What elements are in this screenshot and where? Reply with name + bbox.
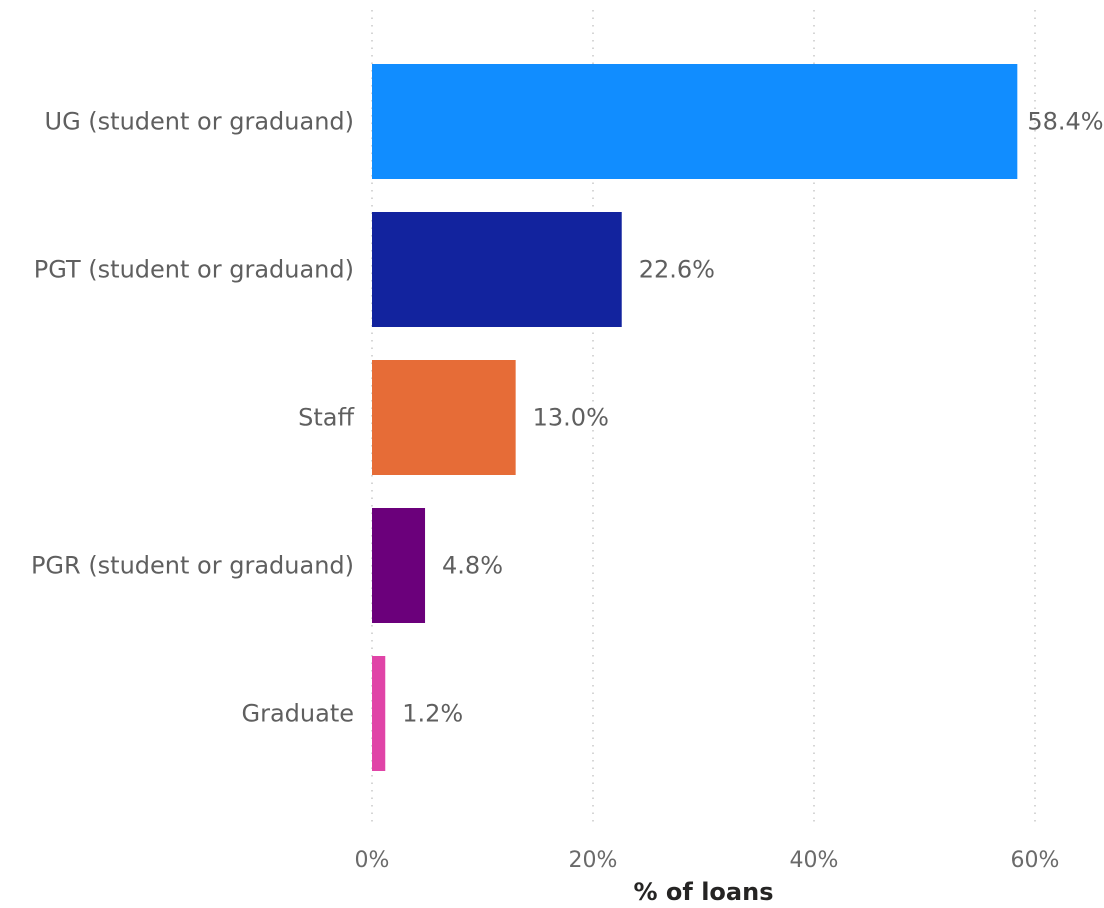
category-label: UG (student or graduand) xyxy=(45,108,354,136)
data-label: 13.0% xyxy=(533,404,609,432)
category-labels: UG (student or graduand) PGT (student or … xyxy=(31,108,355,728)
x-tick-label: 60% xyxy=(1011,848,1060,873)
bar xyxy=(372,656,386,771)
data-label: 1.2% xyxy=(402,700,463,728)
bars xyxy=(372,64,1018,771)
x-tick-label: 40% xyxy=(790,848,839,873)
data-label: 22.6% xyxy=(639,256,715,284)
x-axis-ticks: 0% 20% 40% 60% xyxy=(355,848,1060,873)
data-label: 4.8% xyxy=(442,552,503,580)
category-label: PGR (student or graduand) xyxy=(31,552,354,580)
category-label: Graduate xyxy=(242,700,355,728)
value-labels: 58.4% 22.6% 13.0% 4.8% 1.2% xyxy=(402,108,1103,728)
bar xyxy=(372,212,622,327)
bar xyxy=(372,508,426,623)
x-axis-title: % of loans xyxy=(634,878,774,906)
x-tick-label: 20% xyxy=(569,848,618,873)
category-label: Staff xyxy=(298,404,354,432)
data-label: 58.4% xyxy=(1027,108,1103,136)
bar xyxy=(372,360,516,475)
bar xyxy=(372,64,1018,179)
category-label: PGT (student or graduand) xyxy=(34,256,354,284)
x-tick-label: 0% xyxy=(355,848,390,873)
